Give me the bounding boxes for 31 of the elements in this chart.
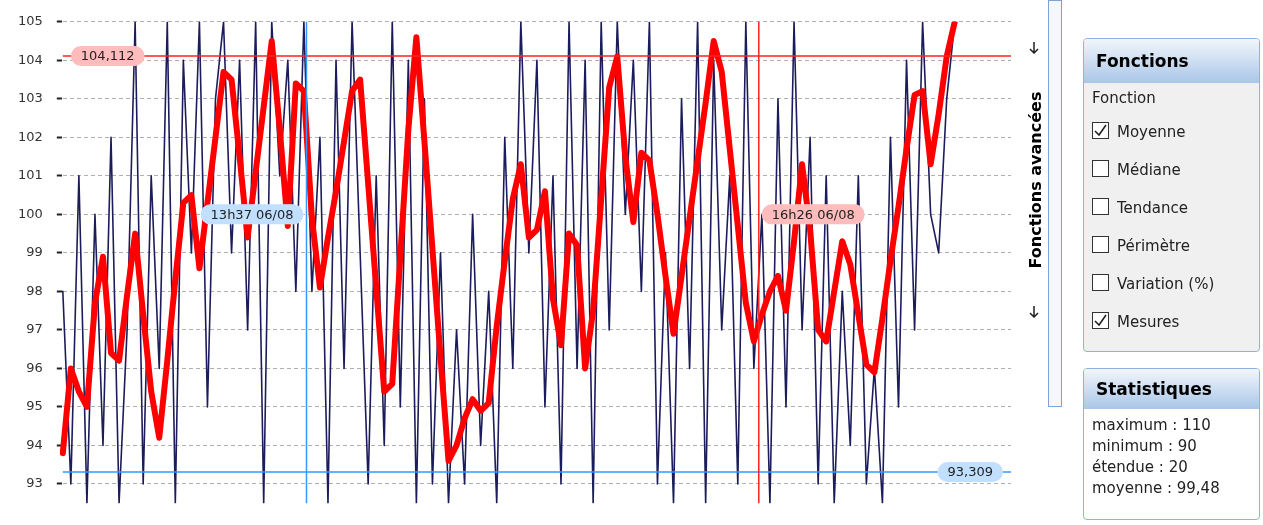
y-tick-label: 93: [26, 475, 43, 491]
text: Fonction: [1091, 88, 1157, 109]
text: minimum : 90: [1091, 436, 1198, 457]
y-tick-label: 104: [17, 51, 43, 67]
annotation: 13h37 06/08: [210, 206, 294, 222]
text: Tendance: [1116, 198, 1190, 219]
text: Fonctions: [1084, 39, 1259, 83]
y-tick-label: 99: [26, 244, 43, 260]
y-tick-label: 94: [26, 436, 43, 452]
annotation: 16h26 06/08: [771, 206, 855, 222]
text: Mesures: [1116, 312, 1181, 333]
ref-line-label: 93,309: [947, 464, 994, 480]
text: Moyenne: [1116, 122, 1187, 143]
text: Statistiques: [1084, 369, 1259, 409]
y-tick-label: 96: [26, 359, 43, 375]
text: Variation (%): [1116, 274, 1216, 295]
y-tick-label: 101: [17, 167, 43, 183]
y-tick-label: 97: [26, 321, 43, 337]
y-tick-label: 100: [17, 205, 43, 221]
text: moyenne : 99,48: [1091, 478, 1221, 499]
y-tick-label: 95: [26, 398, 43, 414]
text: Périmètre: [1116, 236, 1191, 257]
y-tick-label: 102: [17, 128, 43, 144]
ref-line-label: 104,112: [80, 48, 135, 64]
y-tick-label: 105: [17, 13, 43, 29]
y-tick-label: 103: [17, 90, 43, 106]
text: étendue : 20: [1091, 457, 1189, 478]
text: maximum : 110: [1091, 415, 1212, 436]
text: Médiane: [1116, 160, 1182, 181]
text: Fonctions avancées: [1025, 90, 1046, 271]
y-tick-label: 98: [26, 282, 43, 298]
